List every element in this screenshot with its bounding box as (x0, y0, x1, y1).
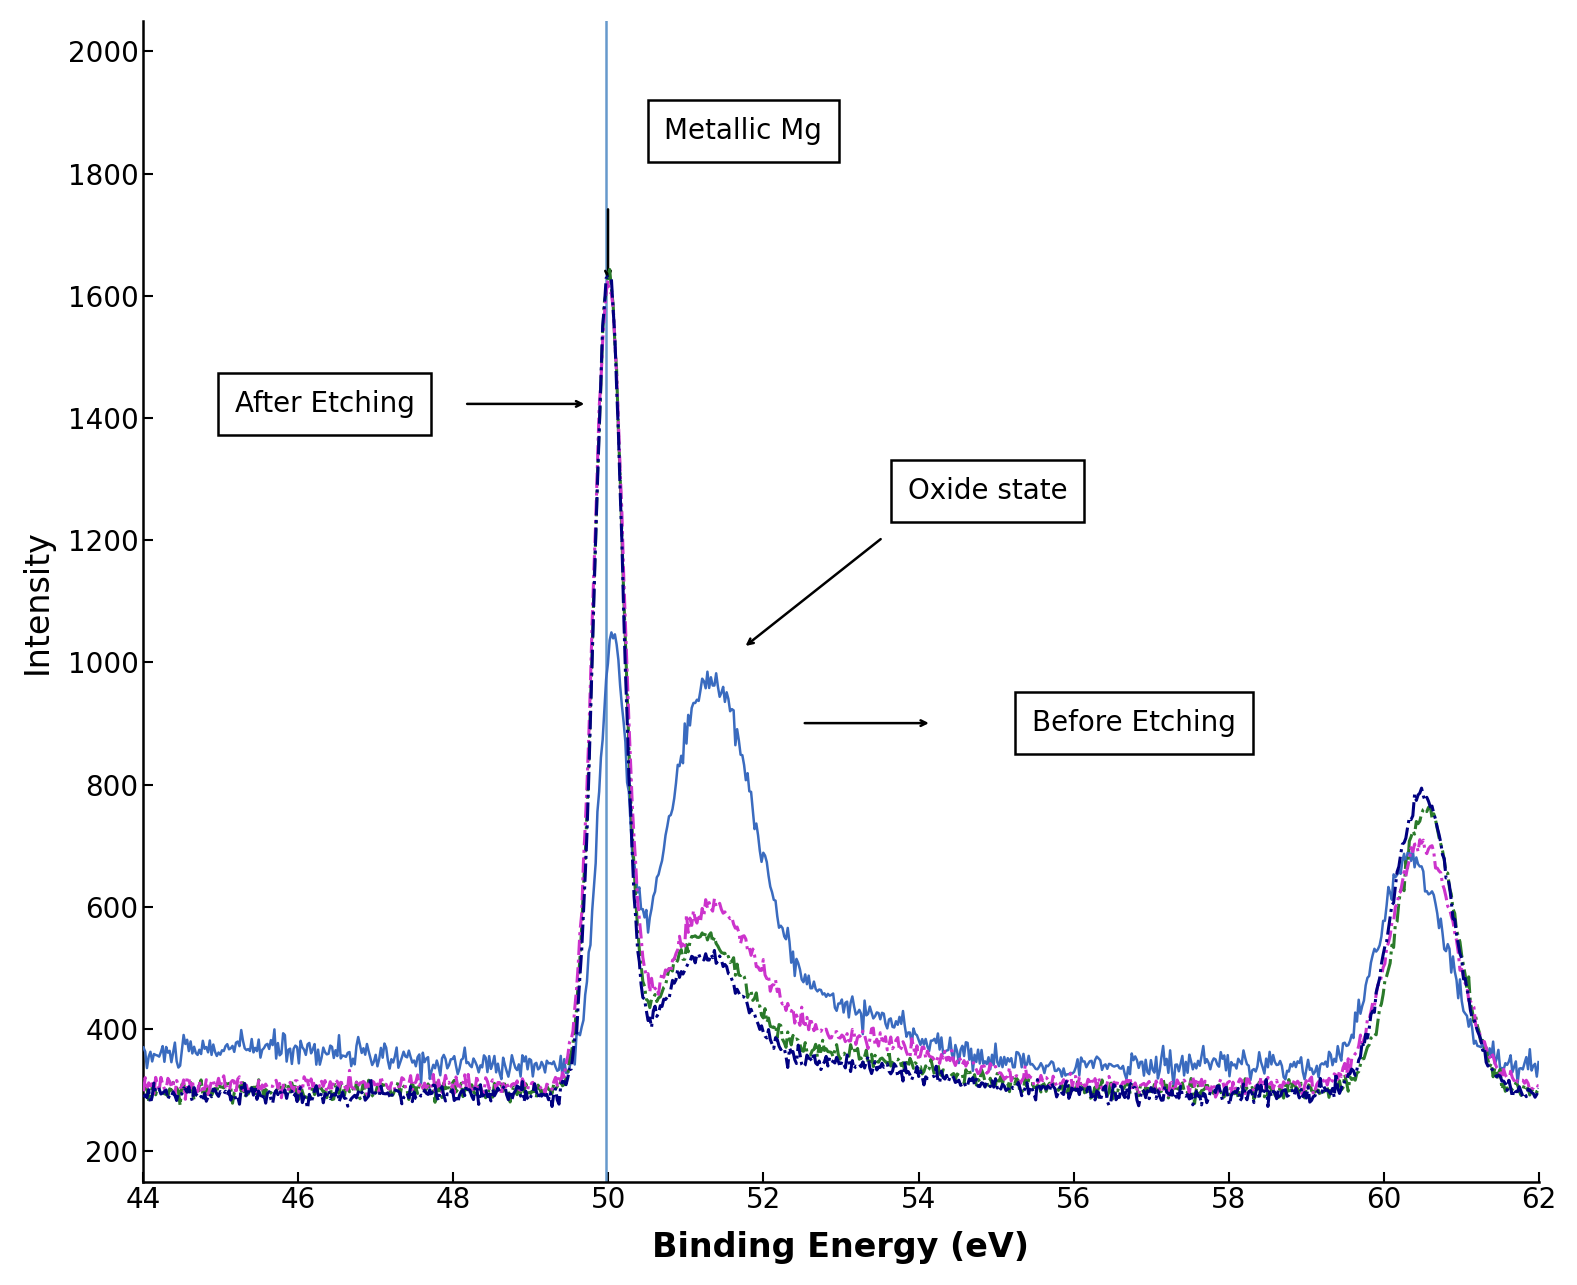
X-axis label: Binding Energy (eV): Binding Energy (eV) (653, 1231, 1030, 1264)
Text: Metallic Mg: Metallic Mg (664, 117, 822, 145)
Text: Before Etching: Before Etching (1031, 709, 1236, 738)
Y-axis label: Intensity: Intensity (21, 529, 54, 673)
Text: Oxide state: Oxide state (908, 477, 1068, 505)
Text: After Etching: After Etching (235, 389, 415, 418)
